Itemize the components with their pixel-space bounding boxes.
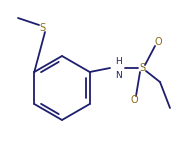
Text: O: O [130, 95, 138, 105]
Text: S: S [139, 63, 145, 73]
Text: N: N [115, 71, 121, 80]
Text: H: H [115, 57, 121, 66]
Text: O: O [154, 37, 162, 47]
Text: S: S [39, 23, 45, 33]
